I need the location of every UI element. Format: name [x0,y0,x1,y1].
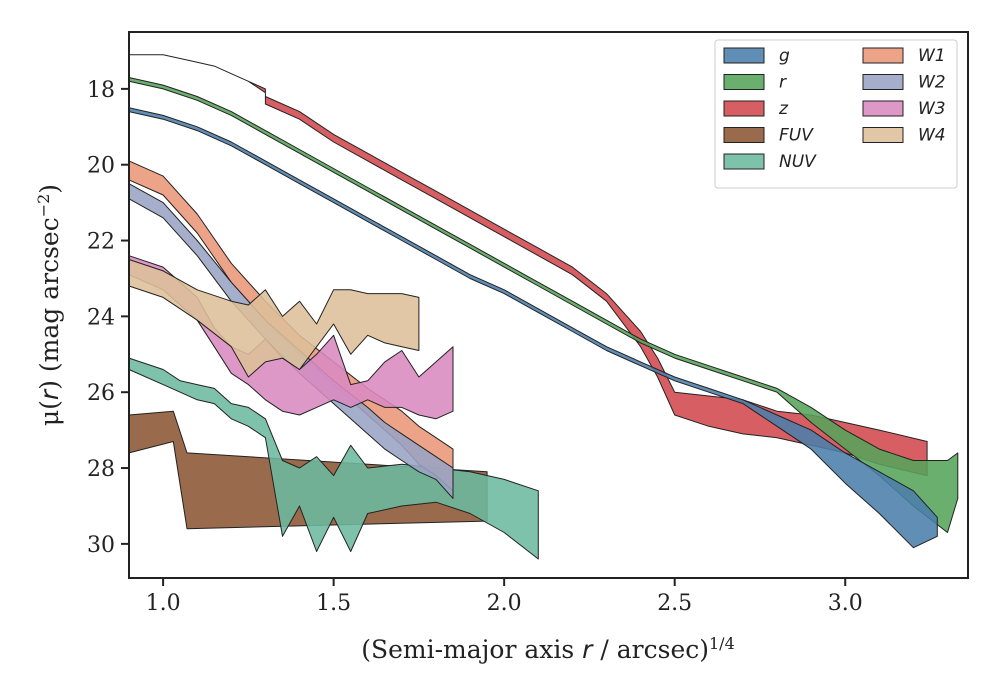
legend-label-w4: W4 [918,126,946,146]
x-tick-label: 2.0 [487,591,522,616]
legend-label-z: z [778,99,789,119]
legend-swatch-z [723,100,765,117]
legend-label-w2: W2 [918,73,946,93]
y-tick-label: 22 [87,230,115,255]
y-tick-label: 28 [87,457,115,482]
legend-swatch-fuv [723,127,765,143]
series-layer [128,54,959,560]
ticks-layer: 1.0 1.5 2.0 2.5 3.0 18 20 22 24 26 28 30 [87,78,863,616]
legend-swatch-r [723,74,765,90]
legend-swatch-w2 [862,74,904,90]
y-tick-label: 18 [87,78,115,103]
band-w4 [128,259,420,378]
legend: grz FUV NUV W1 W2 W3 W4 [714,39,958,189]
legend-swatch-w1 [862,47,904,64]
legend-label-r: r [779,73,787,93]
legend-swatch-w3 [862,100,904,117]
y-axis-label: μ(r) (mag arcsec−2) [34,184,65,426]
legend-label-fuv: FUV [779,126,814,146]
x-axis-label: (Semi-major axis r / arcsec)1/4 [361,634,735,665]
y-tick-label: 26 [87,381,115,406]
x-tick-label: 3.0 [828,591,863,616]
x-tick-label: 1.0 [146,591,181,616]
x-tick-label: 2.5 [657,591,692,616]
y-tick-label: 20 [87,154,115,179]
legend-label-nuv: NUV [779,152,817,172]
plot-frame [128,31,969,579]
x-tick-label: 1.5 [316,591,351,616]
band-nuv [128,357,539,560]
legend-swatch-nuv [723,153,765,170]
band-r [128,77,959,533]
legend-swatch-w4 [862,127,904,143]
legend-label-w3: W3 [918,99,946,119]
legend-swatch-g [723,47,765,64]
y-tick-label: 30 [87,533,115,558]
legend-label-w1: W1 [918,46,946,66]
band-g [128,107,938,549]
y-tick-label: 24 [87,305,115,330]
legend-label-g: g [779,46,790,66]
